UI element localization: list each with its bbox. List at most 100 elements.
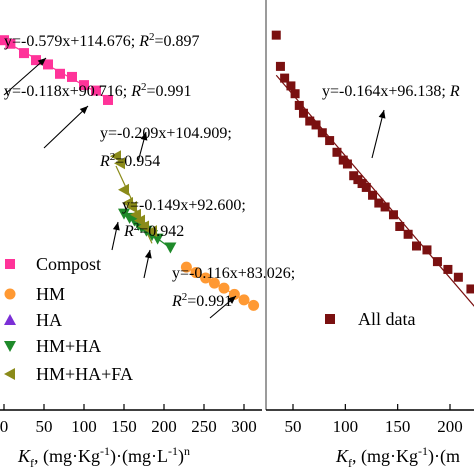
data-point <box>190 267 202 279</box>
legend-label: HA <box>36 310 62 330</box>
data-point <box>4 368 15 380</box>
equation-label: y=-0.209x+104.909; <box>100 125 232 142</box>
data-point <box>180 261 192 273</box>
data-point <box>110 150 121 163</box>
data-point <box>43 59 53 70</box>
data-point <box>103 94 113 105</box>
left-annotations: y=-0.579x+114.676; R2=0.897 y=-0.118x+90.… <box>3 31 295 319</box>
data-point <box>466 284 474 294</box>
left-data-points <box>0 35 260 311</box>
right-x-ticks: 50 100 150 200 <box>285 404 463 436</box>
right-x-axis-label: Kf, (mg·Kg-1)·(m <box>335 444 460 470</box>
data-point <box>361 182 371 192</box>
equation-label: y=-0.118x+90.716; R2=0.991 <box>4 81 192 100</box>
data-point <box>4 341 16 352</box>
x-tick-label: 50 <box>285 417 302 436</box>
data-point <box>422 245 432 255</box>
data-point <box>374 198 384 208</box>
right-legend: All data <box>325 309 415 329</box>
data-point <box>126 200 137 213</box>
annotation-arrowhead <box>140 132 148 141</box>
data-point <box>325 136 335 146</box>
x-tick-label: 250 <box>191 417 217 436</box>
legend-label: All data <box>358 309 415 329</box>
data-point <box>5 259 15 269</box>
data-point <box>294 100 304 110</box>
data-point <box>4 314 16 325</box>
r-squared-label: R2=0.942 <box>123 221 184 240</box>
data-point <box>368 190 378 200</box>
x-tick-label: 150 <box>385 417 411 436</box>
equation-label: y=-0.116x+83.026; <box>172 265 295 282</box>
x-tick-label: 150 <box>111 417 137 436</box>
data-point <box>118 183 129 196</box>
data-point <box>4 288 16 300</box>
data-point <box>208 277 220 289</box>
data-point <box>118 208 130 220</box>
right-panel: 50 100 150 200 y=-0.164x+96.138; R All data <box>266 30 474 436</box>
data-point <box>31 55 41 66</box>
data-point <box>311 120 321 130</box>
equation-label: y=-0.149x+92.600; <box>122 197 246 214</box>
right-data-points <box>271 30 474 294</box>
right-fit-lines <box>275 74 474 307</box>
data-point <box>286 81 296 91</box>
annotation-arrow <box>371 109 385 159</box>
data-point <box>134 214 145 227</box>
legend-label: HM+HA+FA <box>36 364 133 384</box>
data-point <box>342 159 352 169</box>
data-point <box>275 61 285 71</box>
data-point <box>388 210 398 220</box>
data-point <box>395 221 405 231</box>
data-point <box>305 116 315 126</box>
data-point <box>218 282 230 294</box>
annotation-arrowhead <box>37 58 46 66</box>
data-point <box>146 225 157 238</box>
r-squared-label: R2=0.991 <box>171 291 232 310</box>
data-point <box>443 264 453 274</box>
left-panel: 0 50 100 150 200 250 300 y=-0.579x+114.676; R2… <box>0 31 295 436</box>
fit-line <box>275 74 474 307</box>
data-point <box>412 241 422 251</box>
data-point <box>298 108 308 118</box>
data-point <box>453 272 463 282</box>
data-point <box>238 294 250 306</box>
data-point <box>0 35 9 46</box>
left-legend: Compost HM HA HM+HA HM+HA+FA <box>4 254 133 384</box>
data-point <box>79 80 89 91</box>
data-point <box>55 68 65 79</box>
data-point <box>332 147 342 157</box>
data-point <box>114 157 125 170</box>
legend-label: Compost <box>36 254 101 274</box>
r-squared-label: R2=0.954 <box>99 151 160 170</box>
data-point <box>5 38 16 49</box>
data-point <box>164 242 177 254</box>
data-point <box>325 314 335 324</box>
data-point <box>138 220 149 233</box>
annotation-arrowhead <box>144 250 152 259</box>
data-point <box>19 48 29 59</box>
legend-label: HM <box>36 284 65 304</box>
annotation-arrowhead <box>378 110 386 119</box>
x-tick-label: 100 <box>71 417 97 436</box>
left-x-ticks: 0 50 100 150 200 250 300 <box>0 404 257 436</box>
data-point <box>271 30 281 40</box>
annotation-arrowhead <box>112 222 120 231</box>
data-point <box>151 233 164 245</box>
data-point <box>130 208 141 221</box>
x-tick-label: 0 <box>0 417 8 436</box>
data-point <box>228 288 240 300</box>
data-point <box>91 85 101 96</box>
data-point <box>432 257 442 267</box>
equation-label: y=-0.579x+114.676; R2=0.897 <box>4 31 200 50</box>
x-tick-label: 200 <box>437 417 463 436</box>
x-tick-label: 100 <box>333 417 359 436</box>
x-tick-label: 50 <box>36 417 53 436</box>
x-tick-label: 300 <box>231 417 257 436</box>
data-point <box>290 89 300 99</box>
data-point <box>200 272 212 284</box>
left-x-axis-label: Kf, (mg·Kg-1)·(mg·L-1)n <box>17 444 190 470</box>
data-point <box>317 128 327 138</box>
data-point <box>248 299 260 311</box>
